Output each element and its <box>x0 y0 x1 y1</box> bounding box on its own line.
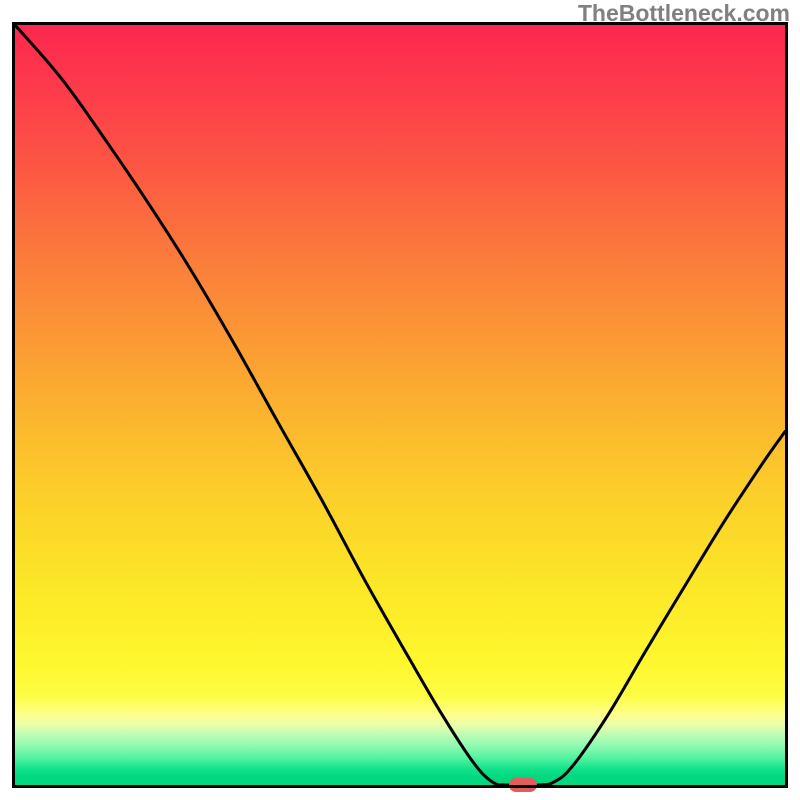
plot-frame <box>12 22 788 788</box>
plot-area <box>12 22 788 788</box>
attribution-label: TheBottleneck.com <box>578 0 790 27</box>
chart-root: TheBottleneck.com <box>0 0 800 800</box>
